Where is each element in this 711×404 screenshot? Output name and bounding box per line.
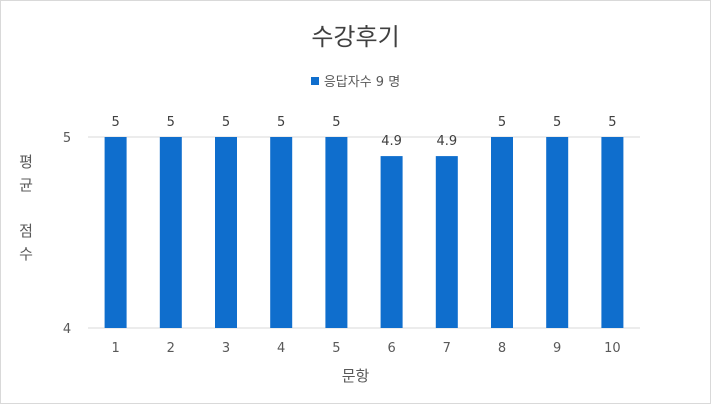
data-label: 4.9 bbox=[436, 134, 457, 149]
x-axis-label: 문항 bbox=[341, 367, 370, 385]
x-tick-label: 9 bbox=[553, 341, 561, 356]
bar bbox=[601, 137, 624, 328]
data-label: 5 bbox=[608, 115, 616, 130]
bar bbox=[104, 137, 127, 328]
legend-swatch bbox=[310, 76, 319, 85]
x-tick-label: 8 bbox=[498, 341, 506, 356]
y-axis-label: 평 균 점 수 bbox=[19, 153, 33, 263]
y-tick-label: 5 bbox=[63, 131, 71, 146]
data-label: 5 bbox=[332, 115, 340, 130]
legend: 응답자수 9 명 bbox=[1, 71, 710, 90]
data-label: 5 bbox=[167, 115, 175, 130]
data-label: 5 bbox=[222, 115, 230, 130]
bar bbox=[270, 137, 293, 328]
x-tick-label: 2 bbox=[167, 341, 175, 356]
legend-label: 응답자수 9 명 bbox=[323, 75, 401, 90]
data-label: 5 bbox=[553, 115, 561, 130]
data-label: 5 bbox=[277, 115, 285, 130]
x-tick-label: 4 bbox=[277, 341, 285, 356]
bar bbox=[546, 137, 569, 328]
data-label: 5 bbox=[498, 115, 506, 130]
y-tick-label: 4 bbox=[63, 322, 71, 337]
bar bbox=[491, 137, 513, 328]
bar bbox=[325, 137, 348, 328]
x-tick-label: 6 bbox=[387, 341, 395, 356]
data-label: 4.9 bbox=[381, 134, 402, 149]
x-tick-label: 10 bbox=[604, 341, 621, 356]
x-tick-label: 3 bbox=[222, 341, 230, 356]
chart-title: 수강후기 bbox=[311, 23, 400, 51]
x-tick-label: 5 bbox=[332, 341, 340, 356]
bar bbox=[215, 137, 237, 328]
bar bbox=[380, 156, 403, 328]
bar bbox=[435, 156, 458, 328]
x-tick-label: 7 bbox=[443, 341, 451, 356]
x-tick-label: 1 bbox=[111, 341, 119, 356]
bar bbox=[159, 137, 182, 328]
data-label: 5 bbox=[111, 115, 119, 130]
